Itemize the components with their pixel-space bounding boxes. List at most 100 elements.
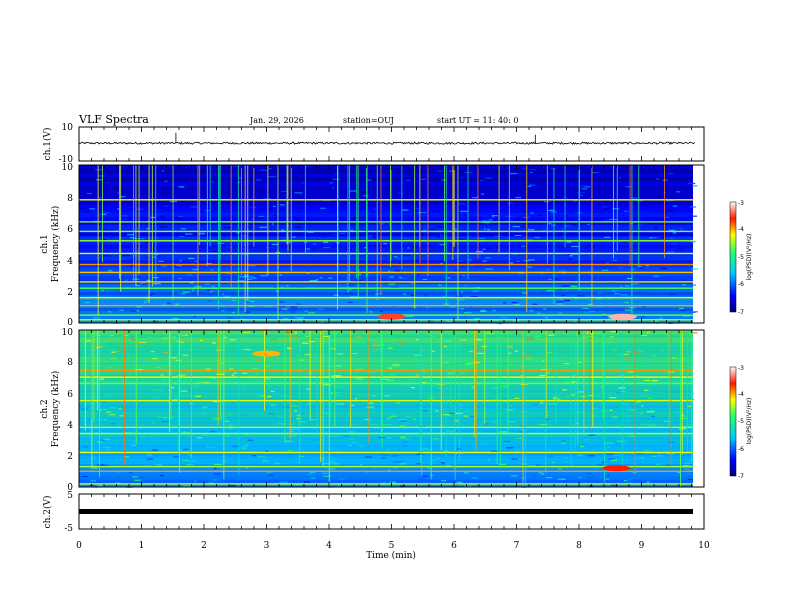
spec-speckle [676, 472, 681, 474]
spec-speckle [108, 247, 115, 249]
spec-speckle [503, 458, 512, 460]
spec-speckle [603, 268, 607, 270]
spec-speckle [212, 222, 216, 224]
spec-speckle [355, 378, 364, 380]
spec-speckle [289, 467, 295, 469]
spec-speckle [491, 420, 499, 422]
spec-burst [670, 330, 672, 466]
spec-speckle [563, 215, 569, 217]
spec-speckle [172, 317, 179, 320]
spec-burst [304, 165, 306, 254]
spec-speckle [225, 418, 228, 420]
spec-speckle [526, 338, 534, 340]
spec-speckle [159, 380, 162, 382]
spec-speckle [548, 209, 555, 211]
spec-speckle [588, 434, 596, 436]
spec-speckle [290, 306, 298, 308]
spec-speckle [680, 228, 683, 230]
spec-burst [209, 165, 211, 247]
spec-band [79, 388, 693, 394]
spec-line [79, 287, 693, 289]
spec-speckle [322, 335, 329, 337]
spec-speckle [586, 473, 593, 475]
spec-speckle [396, 415, 400, 417]
spec-speckle [86, 193, 91, 196]
spec-speckle [387, 380, 394, 382]
spec-speckle [163, 330, 168, 332]
spec-speckle [548, 334, 555, 336]
spec-speckle [353, 443, 362, 445]
spec-speckle [671, 357, 677, 359]
spec-speckle [609, 208, 616, 210]
ch1-ytick-8: 8 [67, 194, 73, 204]
spec-speckle [113, 203, 121, 205]
spec-burst [337, 165, 338, 310]
spec-speckle [624, 357, 632, 359]
spec-speckle [219, 234, 223, 236]
spec-burst [124, 330, 125, 465]
spec-speckle [192, 268, 199, 271]
spec-speckle [530, 171, 533, 173]
spec-speckle [392, 166, 400, 168]
spec-speckle [620, 294, 628, 296]
spec-speckle [552, 397, 558, 399]
spec-speckle [159, 276, 165, 278]
spec-speckle [178, 372, 185, 374]
spec-speckle [324, 479, 328, 481]
spec-speckle [534, 335, 542, 337]
spec-speckle [329, 182, 334, 184]
spec-speckle [528, 190, 533, 192]
spec-speckle [651, 410, 656, 412]
spec-speckle [420, 178, 426, 180]
spec-speckle [539, 423, 548, 426]
spec-speckle [304, 367, 307, 369]
spec-speckle [437, 236, 441, 238]
spec-burst [97, 330, 99, 411]
spec-speckle [680, 414, 683, 416]
spec-speckle [463, 310, 466, 312]
spec-speckle [441, 475, 449, 477]
spec-speckle [120, 196, 126, 198]
spec-speckle [427, 467, 432, 470]
spec-band [79, 373, 693, 378]
spec-speckle [199, 232, 205, 234]
spec-speckle [626, 407, 631, 409]
spec-speckle [604, 236, 611, 238]
spec-speckle [414, 260, 421, 262]
spec-speckle [146, 454, 152, 456]
spec-speckle [399, 463, 406, 465]
spec-speckle [336, 403, 344, 405]
spec-speckle [414, 171, 422, 173]
spec-speckle [684, 462, 692, 465]
spec-speckle [571, 363, 576, 365]
spec-speckle [536, 464, 540, 466]
spec-speckle [88, 220, 92, 222]
spec-speckle [446, 430, 455, 432]
spec-speckle [280, 190, 287, 192]
spec-speckle [626, 431, 630, 433]
spec-speckle [462, 274, 465, 277]
spec-speckle [168, 415, 172, 417]
spec-speckle [294, 332, 298, 334]
spec-speckle [302, 412, 305, 414]
spec-speckle [237, 181, 241, 184]
spec-speckle [231, 403, 236, 405]
spec-speckle [81, 450, 85, 452]
spec-speckle [129, 472, 133, 474]
spec-speckle [319, 195, 323, 197]
spec-speckle [641, 365, 646, 367]
spec-speckle [404, 347, 413, 349]
spec-speckle [240, 447, 246, 449]
spec-speckle [459, 405, 465, 407]
spec-speckle [232, 184, 240, 186]
spec-burst [638, 165, 640, 266]
spec-speckle [333, 294, 339, 296]
spec-speckle [421, 407, 425, 409]
spec-speckle [306, 388, 310, 390]
spec-speckle [596, 178, 601, 180]
spec-speckle [459, 308, 465, 310]
spec-speckle [208, 408, 212, 410]
spec-burst [328, 330, 330, 487]
spec-speckle [463, 415, 468, 417]
spec-speckle [103, 438, 111, 440]
